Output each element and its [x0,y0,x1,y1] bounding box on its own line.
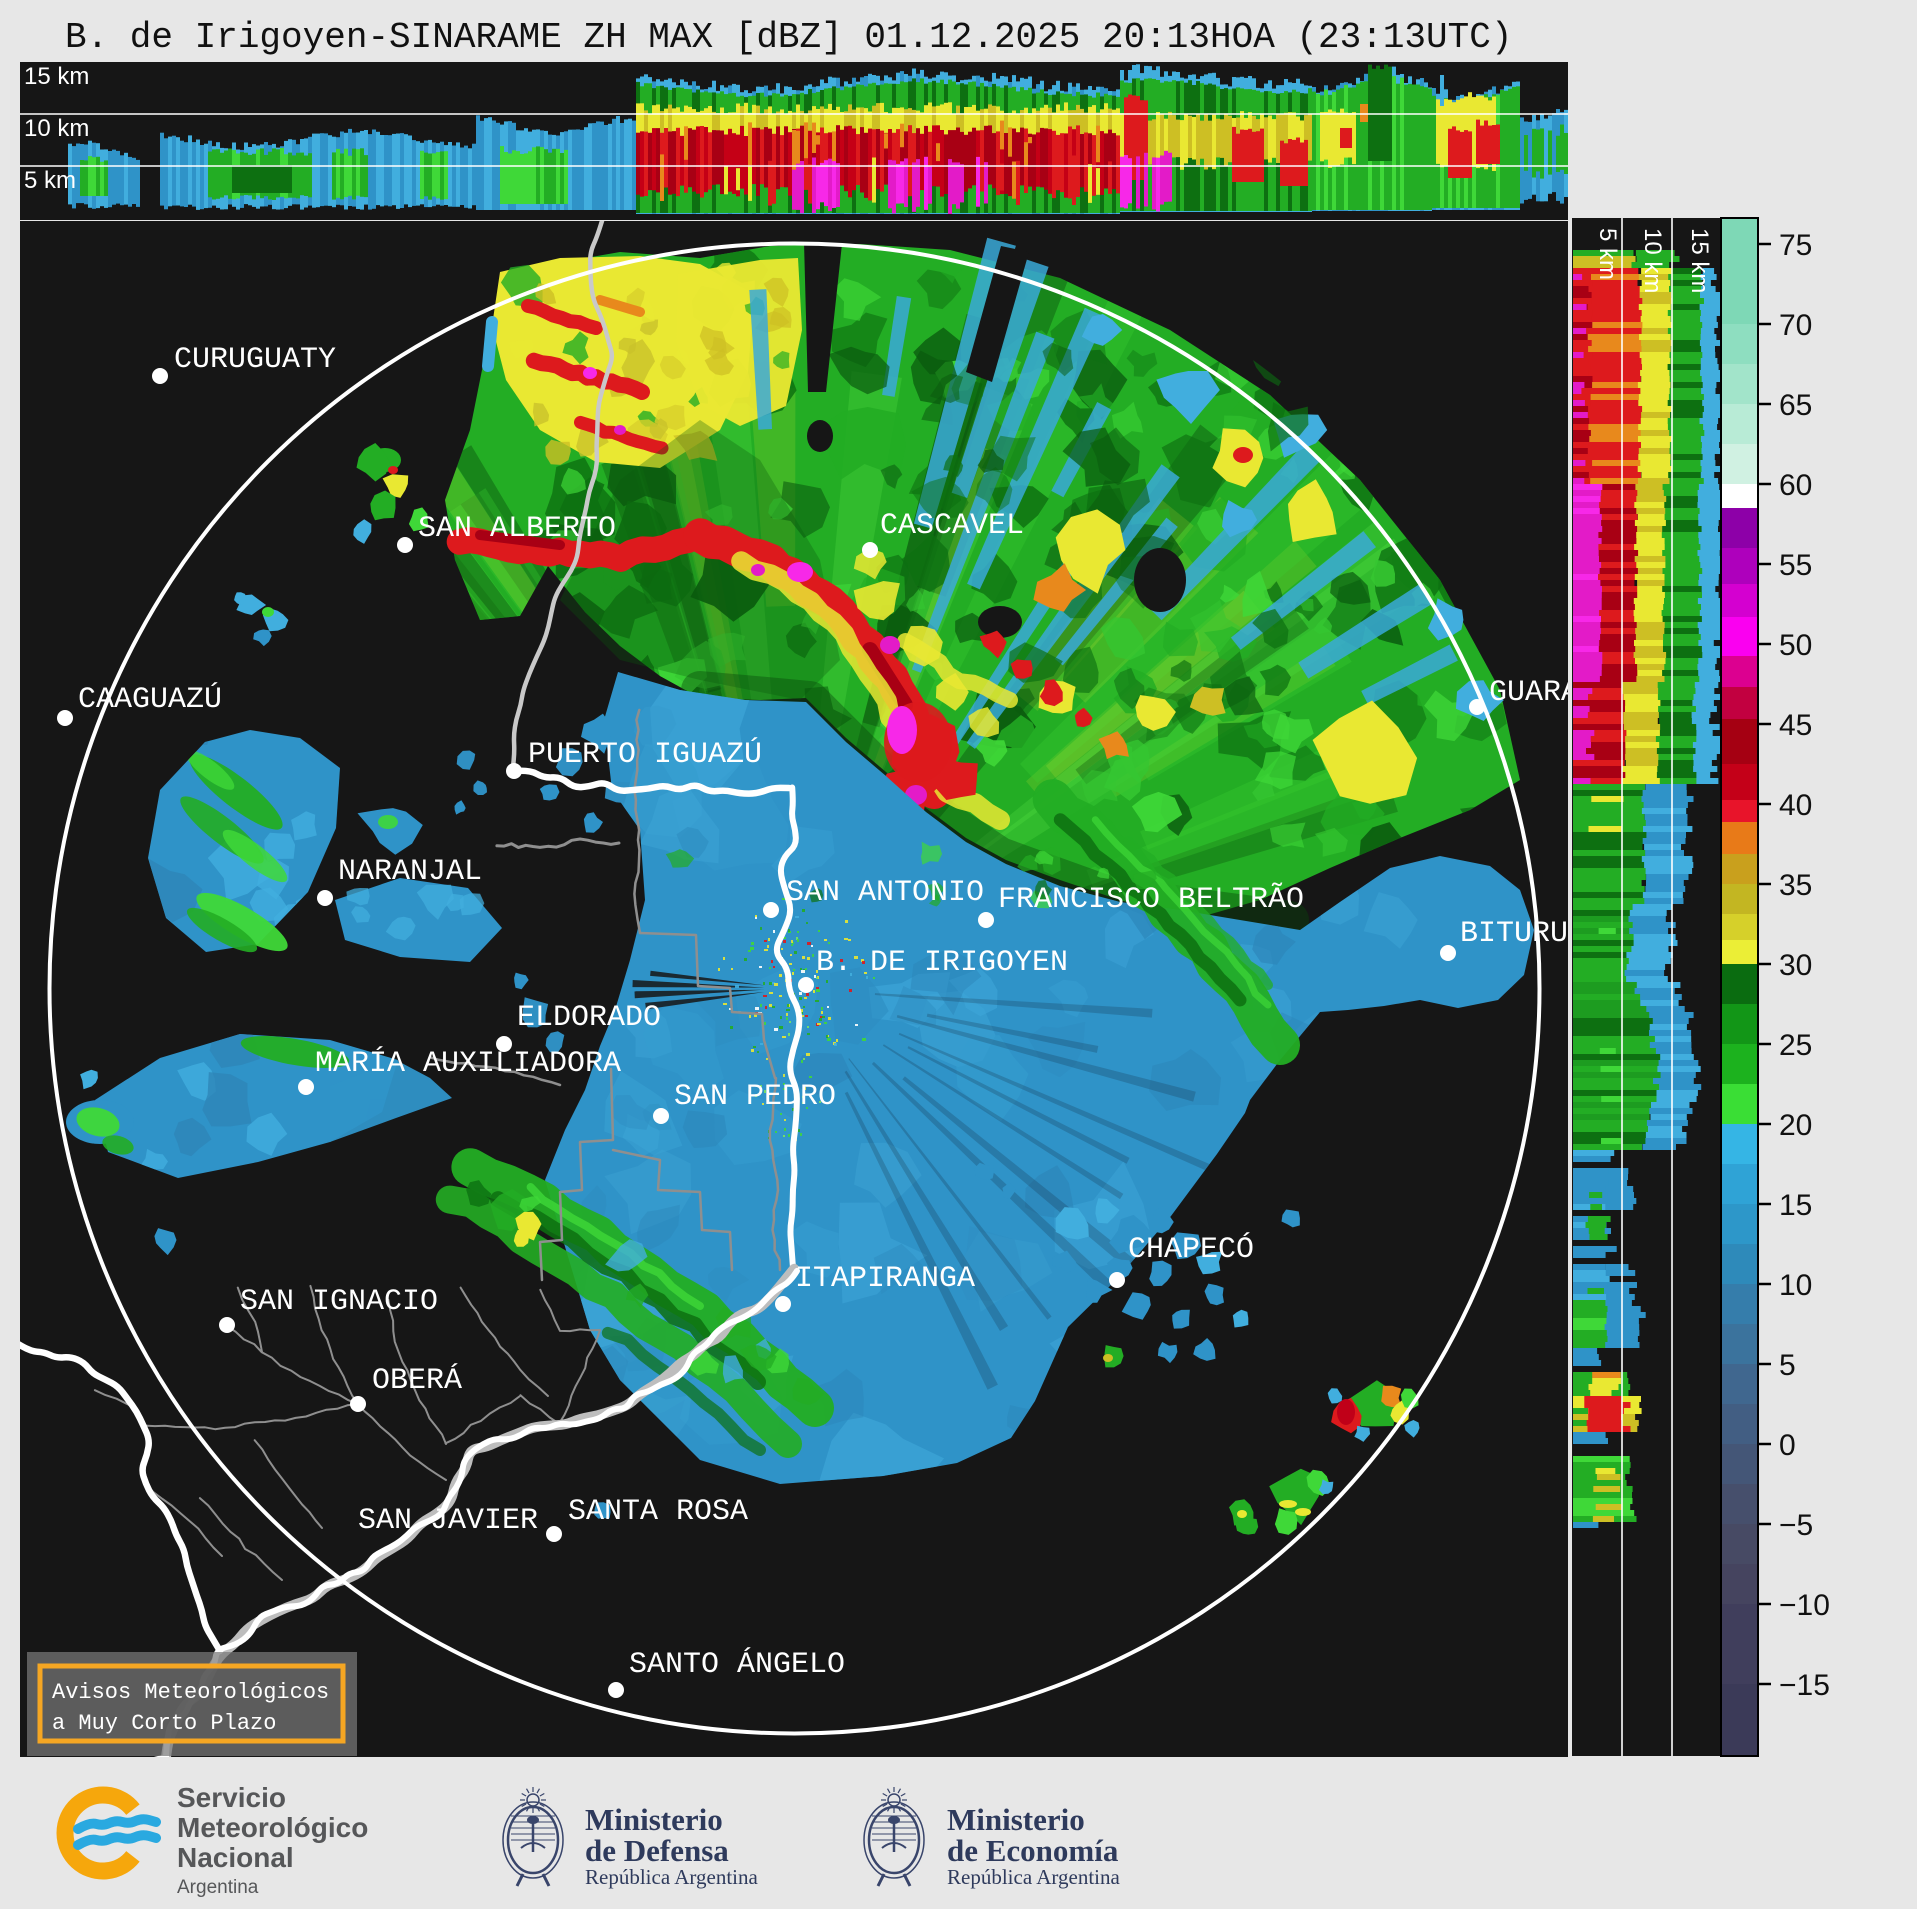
svg-text:a Muy Corto Plazo: a Muy Corto Plazo [52,1711,276,1736]
svg-text:10: 10 [1779,1269,1812,1302]
svg-text:FRANCISCO BELTRÃO: FRANCISCO BELTRÃO [998,882,1304,917]
svg-text:−10: −10 [1779,1589,1830,1622]
svg-text:República Argentina: República Argentina [585,1865,758,1889]
svg-text:CURUGUATY: CURUGUATY [174,343,336,377]
svg-text:0: 0 [1779,1429,1796,1462]
svg-text:20: 20 [1779,1109,1812,1142]
svg-text:Ministerio: Ministerio [585,1802,723,1837]
svg-text:SAN IGNACIO: SAN IGNACIO [240,1285,438,1319]
svg-text:República Argentina: República Argentina [947,1865,1120,1889]
svg-text:OBERÁ: OBERÁ [372,1363,462,1398]
svg-text:SAN ANTONIO: SAN ANTONIO [786,876,984,910]
svg-text:50: 50 [1779,629,1812,662]
svg-text:25: 25 [1779,1029,1812,1062]
svg-text:ITAPIRANGA: ITAPIRANGA [795,1262,975,1296]
svg-text:15 km: 15 km [1686,228,1713,293]
svg-text:SAN ALBERTO: SAN ALBERTO [418,512,616,546]
svg-text:SANTO ÁNGELO: SANTO ÁNGELO [629,1647,845,1682]
svg-text:5 km: 5 km [24,167,76,194]
svg-text:ELDORADO: ELDORADO [517,1001,661,1035]
svg-text:de Defensa: de Defensa [585,1833,729,1868]
svg-text:Nacional: Nacional [177,1842,294,1873]
svg-text:CHAPECÓ: CHAPECÓ [1128,1232,1254,1267]
svg-text:35: 35 [1779,869,1812,902]
svg-text:75: 75 [1779,229,1812,262]
svg-text:55: 55 [1779,549,1812,582]
svg-text:B. de Irigoyen-SINARAME ZH MAX: B. de Irigoyen-SINARAME ZH MAX [dBZ] 01.… [65,17,1512,58]
svg-text:−15: −15 [1779,1669,1830,1702]
svg-text:SAN PEDRO: SAN PEDRO [674,1080,836,1114]
svg-text:30: 30 [1779,949,1812,982]
svg-text:45: 45 [1779,709,1812,742]
svg-text:60: 60 [1779,469,1812,502]
svg-text:Servicio: Servicio [177,1782,286,1813]
svg-text:Meteorológico: Meteorológico [177,1812,368,1843]
svg-text:15: 15 [1779,1189,1812,1222]
svg-text:SAN JAVIER: SAN JAVIER [358,1504,538,1538]
svg-text:5 km: 5 km [1594,228,1621,280]
svg-text:5: 5 [1779,1349,1796,1382]
svg-text:Ministerio: Ministerio [947,1802,1085,1837]
svg-text:15 km: 15 km [24,63,89,90]
svg-text:PUERTO IGUAZÚ: PUERTO IGUAZÚ [528,737,762,772]
svg-text:BITURUNA: BITURUNA [1460,917,1604,951]
svg-text:MARÍA AUXILIADORA: MARÍA AUXILIADORA [315,1046,621,1081]
svg-text:Avisos Meteorológicos: Avisos Meteorológicos [52,1680,329,1705]
svg-text:Argentina: Argentina [177,1877,259,1898]
svg-text:70: 70 [1779,309,1812,342]
svg-text:−5: −5 [1779,1509,1813,1542]
svg-text:10 km: 10 km [1639,228,1666,293]
svg-text:GUARANIAÇU: GUARANIAÇU [1489,676,1669,710]
svg-text:B. DE IRIGOYEN: B. DE IRIGOYEN [816,946,1068,980]
svg-text:65: 65 [1779,389,1812,422]
svg-text:CASCAVEL: CASCAVEL [880,509,1024,543]
svg-text:10 km: 10 km [24,115,89,142]
svg-text:NARANJAL: NARANJAL [338,855,482,889]
svg-text:40: 40 [1779,789,1812,822]
svg-text:de Economía: de Economía [947,1833,1119,1868]
svg-text:CAAGUAZÚ: CAAGUAZÚ [78,682,222,717]
svg-text:SANTA ROSA: SANTA ROSA [568,1495,748,1529]
